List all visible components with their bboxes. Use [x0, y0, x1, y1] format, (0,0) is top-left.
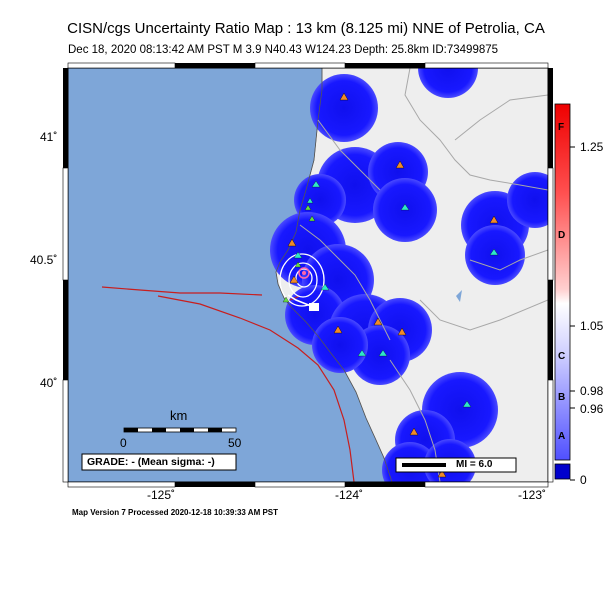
grade-text: GRADE: - (Mean sigma: -)	[87, 456, 215, 468]
colorbar-gradient	[554, 103, 571, 461]
lat-label-40-5: 40.5˚	[30, 253, 58, 267]
cb-letter-a: A	[558, 431, 566, 442]
epicenter-marker	[298, 267, 310, 279]
highway	[287, 294, 319, 311]
map-subtitle: Dec 18, 2020 08:13:42 AM PST M 3.9 N40.4…	[68, 44, 499, 56]
cb-letter-f: F	[558, 122, 565, 133]
scale-bar	[123, 427, 237, 433]
scale-end: 50	[228, 436, 242, 450]
frame-bands-white	[62, 62, 554, 488]
lat-label-41: 41˚	[40, 130, 58, 144]
coastline	[275, 68, 393, 482]
map-title: CISN/cgs Uncertainty Ratio Map : 13 km (…	[67, 20, 545, 37]
stations-green	[282, 204, 316, 303]
colorbar-ticks	[570, 146, 575, 481]
map-version-footer: Map Version 7 Processed 2020-12-18 10:39…	[72, 508, 279, 517]
cb-tick-098: 0.98	[580, 384, 604, 398]
lon-label-125: -125˚	[147, 488, 176, 502]
epicenter-contours	[279, 253, 325, 307]
lon-label-123: -123˚	[518, 488, 547, 502]
scale-unit: km	[170, 408, 188, 423]
cb-tick-0: 0	[580, 473, 587, 487]
lon-label-124: -124˚	[335, 488, 364, 502]
cb-tick-096: 0.96	[580, 402, 604, 416]
mi-legend-box	[395, 457, 517, 473]
stations-cyan	[293, 180, 499, 467]
frame-bands	[63, 63, 553, 487]
roads	[299, 68, 548, 482]
cb-letter-b: B	[558, 392, 566, 403]
stations-orange	[287, 92, 499, 478]
cb-letter-c: C	[558, 351, 566, 362]
scale-start: 0	[120, 436, 127, 450]
lake	[456, 290, 462, 302]
cb-tick-105: 1.05	[580, 319, 604, 333]
lat-label-40: 40˚	[40, 376, 58, 390]
grade-box	[81, 453, 237, 471]
cb-letter-d: D	[558, 230, 566, 241]
mi-legend-line	[402, 463, 446, 467]
cb-tick-125: 1.25	[580, 140, 604, 154]
colorbar-zero-swatch	[554, 463, 571, 480]
mi-legend-text: MI = 6.0	[456, 459, 493, 470]
